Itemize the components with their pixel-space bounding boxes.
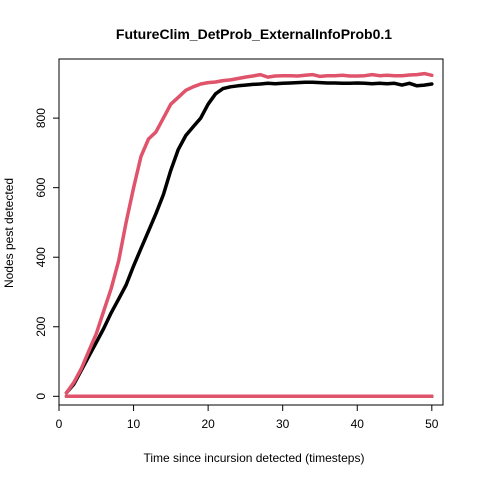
x-axis-label: Time since incursion detected (timesteps… bbox=[144, 451, 365, 465]
x-axis: 0 10 20 30 40 50 bbox=[56, 405, 439, 431]
y-tick-label: 800 bbox=[34, 108, 48, 128]
x-tick-label: 50 bbox=[425, 417, 439, 431]
x-tick-label: 10 bbox=[127, 417, 141, 431]
x-tick-label: 40 bbox=[351, 417, 365, 431]
chart-title: FutureClim_DetProb_ExternalInfoProb0.1 bbox=[116, 26, 392, 42]
series-line-1 bbox=[64, 80, 434, 395]
y-tick-label: 400 bbox=[34, 247, 48, 267]
series-layer bbox=[64, 71, 434, 399]
series-line-2 bbox=[64, 71, 434, 395]
y-tick-label: 200 bbox=[34, 316, 48, 336]
y-axis-label: Nodes pest detected bbox=[2, 178, 16, 288]
x-tick-label: 30 bbox=[276, 417, 290, 431]
x-tick-label: 20 bbox=[201, 417, 215, 431]
y-axis: 0 200 400 600 800 bbox=[34, 108, 59, 400]
plot-frame bbox=[58, 58, 444, 406]
x-tick-label: 0 bbox=[56, 417, 63, 431]
y-tick-label: 0 bbox=[34, 393, 48, 400]
y-tick-label: 600 bbox=[34, 177, 48, 197]
